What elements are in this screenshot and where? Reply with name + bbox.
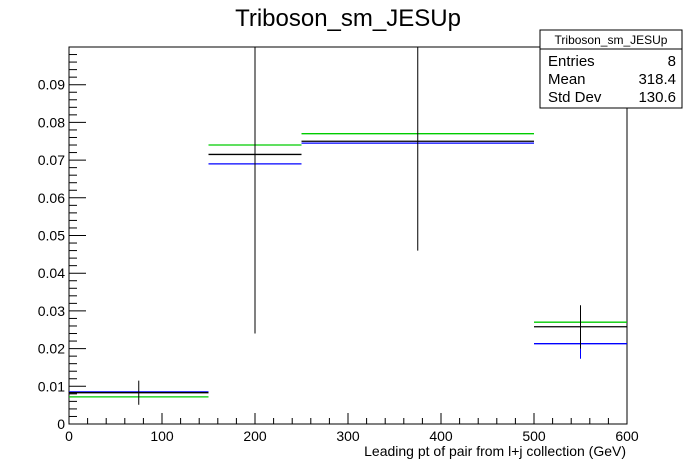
y-tick-label: 0 xyxy=(57,416,65,432)
x-axis: 0 100 200 300 400 500 600 xyxy=(65,413,639,444)
chart-title: Triboson_sm_JESUp xyxy=(235,5,461,32)
stats-entries-value: 8 xyxy=(668,53,676,70)
stats-mean-label: Mean xyxy=(548,71,586,88)
x-tick-label: 500 xyxy=(522,428,546,444)
stats-entries-label: Entries xyxy=(548,53,595,70)
x-tick-label: 600 xyxy=(615,428,639,444)
y-axis: 0 0.01 0.02 0.03 0.04 0.05 0.06 0.07 0.08 0.09 xyxy=(38,54,86,432)
stats-stddev-value: 130.6 xyxy=(638,89,676,106)
x-tick-label: 200 xyxy=(243,428,267,444)
x-tick-label: 400 xyxy=(429,428,453,444)
y-tick-label: 0.04 xyxy=(38,265,65,281)
x-tick-label: 100 xyxy=(150,428,174,444)
y-tick-label: 0.01 xyxy=(38,378,65,394)
y-tick-label: 0.07 xyxy=(38,152,65,168)
y-tick-label: 0.05 xyxy=(38,228,65,244)
x-tick-label: 300 xyxy=(336,428,360,444)
y-tick-label: 0.02 xyxy=(38,341,65,357)
stats-box-title: Triboson_sm_JESUp xyxy=(555,33,668,47)
y-tick-label: 0.08 xyxy=(38,114,65,130)
stats-box-frame xyxy=(539,29,683,109)
y-tick-label: 0.09 xyxy=(38,77,65,93)
x-tick-label: 0 xyxy=(65,428,73,444)
y-tick-label: 0.06 xyxy=(38,190,65,206)
x-axis-title: Leading pt of pair from l+j collection (… xyxy=(364,443,626,459)
y-tick-label: 0.03 xyxy=(38,303,65,319)
stats-mean-value: 318.4 xyxy=(638,71,676,88)
stats-stddev-label: Std Dev xyxy=(548,89,602,106)
stats-box: Triboson_sm_JESUp Entries 8 Mean 318.4 S… xyxy=(539,29,683,109)
